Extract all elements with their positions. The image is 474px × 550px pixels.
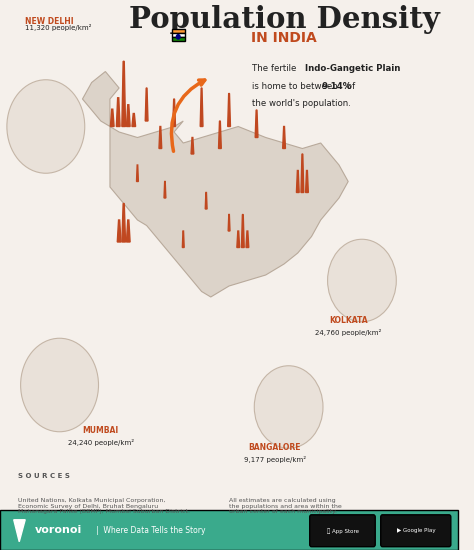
Text: ⭐ App Store: ⭐ App Store	[327, 528, 359, 534]
Polygon shape	[191, 138, 194, 154]
Polygon shape	[237, 231, 240, 248]
Polygon shape	[306, 170, 309, 192]
Polygon shape	[122, 204, 126, 242]
Text: 24,240 people/km²: 24,240 people/km²	[68, 439, 134, 446]
Text: BANGALORE: BANGALORE	[249, 443, 301, 452]
Text: 9-14%: 9-14%	[322, 82, 352, 91]
Polygon shape	[82, 72, 348, 297]
Text: 24,760 people/km²: 24,760 people/km²	[315, 329, 382, 336]
Text: KOLKATA: KOLKATA	[329, 316, 367, 325]
Circle shape	[176, 35, 180, 39]
Polygon shape	[117, 98, 120, 126]
Circle shape	[7, 80, 85, 173]
Polygon shape	[283, 126, 285, 148]
Polygon shape	[241, 214, 244, 248]
Text: the world's population.: the world's population.	[252, 100, 351, 108]
Circle shape	[254, 366, 323, 448]
Text: |  Where Data Tells the Story: | Where Data Tells the Story	[96, 526, 206, 535]
Polygon shape	[205, 192, 207, 209]
Polygon shape	[173, 99, 175, 127]
Polygon shape	[228, 214, 230, 231]
Text: The fertile: The fertile	[252, 64, 299, 73]
Polygon shape	[246, 231, 249, 248]
Text: NEW DELHI: NEW DELHI	[25, 18, 74, 26]
Polygon shape	[127, 104, 130, 126]
FancyBboxPatch shape	[0, 510, 458, 550]
Text: is home to between: is home to between	[252, 82, 340, 91]
Polygon shape	[182, 231, 184, 248]
Polygon shape	[122, 61, 126, 126]
Circle shape	[20, 338, 99, 432]
FancyBboxPatch shape	[172, 37, 185, 41]
Text: S O U R C E S: S O U R C E S	[18, 473, 70, 478]
Text: 9,177 people/km²: 9,177 people/km²	[244, 456, 306, 463]
Polygon shape	[219, 121, 221, 148]
Polygon shape	[110, 109, 114, 126]
FancyBboxPatch shape	[172, 29, 185, 33]
FancyBboxPatch shape	[172, 33, 185, 37]
Polygon shape	[14, 520, 25, 542]
Text: IN INDIA: IN INDIA	[251, 31, 317, 46]
Text: MUMBAI: MUMBAI	[82, 426, 119, 435]
FancyBboxPatch shape	[381, 515, 451, 547]
Polygon shape	[255, 110, 258, 138]
Polygon shape	[200, 88, 203, 126]
Text: voronoi: voronoi	[34, 525, 82, 535]
Polygon shape	[127, 220, 130, 242]
Polygon shape	[137, 165, 138, 182]
Polygon shape	[159, 126, 162, 148]
Circle shape	[328, 239, 396, 322]
FancyBboxPatch shape	[310, 515, 375, 547]
Text: All estimates are calculated using
the populations and area within the
urban cen: All estimates are calculated using the p…	[229, 498, 342, 514]
Text: United Nations, Kolkata Municipal Corporation,
Economic Survey of Delhi, Bruhat : United Nations, Kolkata Municipal Corpor…	[18, 498, 191, 514]
Text: of: of	[344, 82, 355, 91]
Text: ▶ Google Play: ▶ Google Play	[397, 528, 435, 534]
Polygon shape	[132, 113, 136, 127]
Polygon shape	[301, 154, 304, 192]
Text: Population Density: Population Density	[128, 5, 439, 34]
Text: Indo-Gangetic Plain: Indo-Gangetic Plain	[305, 64, 400, 73]
Polygon shape	[117, 220, 121, 242]
Polygon shape	[228, 94, 230, 126]
Polygon shape	[296, 170, 299, 192]
Polygon shape	[145, 88, 148, 121]
Text: 11,320 people/km²: 11,320 people/km²	[25, 24, 91, 31]
Polygon shape	[164, 182, 166, 198]
